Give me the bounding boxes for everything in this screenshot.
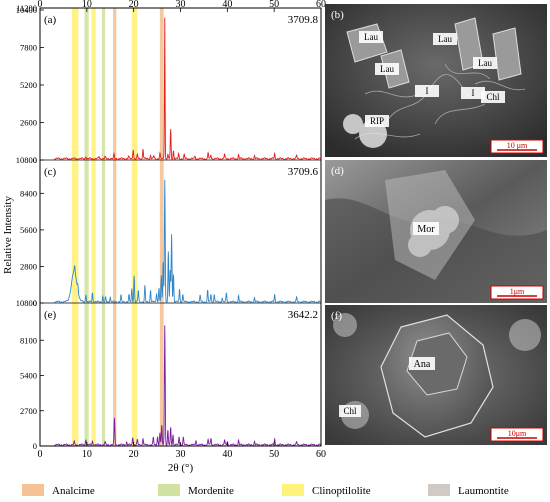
scale-bar-label: 10 μm	[507, 141, 528, 150]
mineral-band	[84, 8, 89, 446]
y-tick-label: 2700	[20, 406, 37, 416]
mineral-band	[159, 8, 164, 446]
x-tick-label-bottom: 30	[176, 449, 186, 460]
sem-label-box	[433, 33, 457, 45]
x-tick-label-top: 60	[316, 0, 326, 10]
sem-label-chl: Chl	[343, 406, 357, 416]
mineral-band	[113, 8, 117, 446]
x-tick-label-top: 10	[82, 0, 92, 10]
scale-bar-label: 10μm	[508, 429, 527, 438]
xrd-trace	[53, 17, 322, 161]
sem-label: Lau	[380, 64, 394, 74]
mineral-band	[71, 8, 79, 446]
mineral-band	[131, 8, 138, 446]
x-tick-label-top: 30	[176, 0, 186, 10]
x-tick-label-bottom: 20	[129, 449, 139, 460]
sem-panel-b: Lau Lau Lau Lau I I Chl RIP (b) 10 μm	[325, 4, 547, 157]
y-tick-label: 8400	[20, 188, 37, 198]
sem-label-box	[415, 85, 439, 97]
y-tick-label: 0	[33, 155, 37, 165]
sem-label-ana: Ana	[414, 359, 431, 370]
legend-label: Clinoptilolite	[312, 485, 371, 497]
sem-label: Chl	[486, 92, 500, 102]
y-tick-label: 5200	[20, 80, 37, 90]
scale-bar-label: 1μm	[510, 287, 525, 296]
sem-panel-d: Mor (d) 1μm	[325, 160, 547, 303]
sample-depth: 3709.8	[288, 14, 319, 26]
y-tick-label: 11200	[16, 3, 37, 13]
y-tick-label: 5600	[20, 225, 37, 235]
y-tick-label: 5400	[20, 371, 37, 381]
sem-panel-tag: (b)	[331, 9, 344, 21]
legend-label: Laumontite	[458, 485, 509, 497]
x-tick-label-top: 50	[269, 0, 279, 10]
mineral-band	[91, 8, 96, 446]
legend-label: Analcime	[52, 485, 95, 497]
sem-label: I	[426, 86, 429, 96]
sem-panel-tag: (f)	[331, 310, 342, 322]
x-tick-label-bottom: 10	[82, 449, 92, 460]
sample-depth: 3642.2	[288, 309, 318, 321]
mineral-band	[101, 8, 106, 446]
y-tick-label: 7800	[20, 43, 37, 53]
panel-tag: (e)	[44, 309, 57, 321]
sem-label-box	[461, 87, 485, 99]
x-tick-label-bottom: 40	[222, 449, 232, 460]
y-tick-label: 10800	[16, 298, 37, 308]
sem-label: Lau	[364, 32, 378, 42]
y-axis-label: Relative Intensity	[2, 196, 14, 274]
x-tick-label-top: 0	[38, 0, 43, 10]
sem-label-box	[473, 57, 497, 69]
y-tick-label: 10400	[16, 5, 37, 15]
xrd-trace	[53, 179, 322, 304]
sem-label-box	[365, 115, 389, 127]
sem-label: Lau	[438, 34, 452, 44]
xrd-trace	[53, 325, 322, 447]
panel-tag: (c)	[44, 166, 57, 178]
sample-depth: 3709.6	[288, 166, 319, 178]
x-tick-label-bottom: 0	[38, 449, 43, 460]
y-tick-label: 2600	[20, 118, 37, 128]
panel-tag: (a)	[44, 14, 57, 26]
y-tick-label: 0	[33, 441, 37, 451]
sem-label: I	[472, 88, 475, 98]
y-tick-label: 2800	[20, 261, 37, 271]
mineral-bands	[71, 8, 164, 446]
sem-label-box	[375, 63, 399, 75]
x-axis-label: 2θ (°)	[168, 462, 194, 474]
sem-panel-tag: (d)	[331, 165, 344, 177]
y-tick-label: 10800	[16, 155, 37, 165]
plot-frames	[39, 7, 322, 447]
axis-ticks	[39, 8, 322, 447]
xrd-traces	[53, 17, 322, 447]
sem-label: RIP	[370, 116, 384, 126]
legend-swatch	[158, 484, 180, 496]
x-tick-label-top: 40	[222, 0, 232, 10]
x-tick-label-bottom: 60	[316, 449, 326, 460]
y-tick-label: 8100	[20, 335, 37, 345]
sem-label-mor: Mor	[417, 224, 435, 235]
legend: Analcime Mordenite Clinoptilolite Laumontit…	[22, 484, 509, 497]
y-tick-label: 0	[33, 298, 37, 308]
sem-label: Lau	[478, 58, 492, 68]
legend-swatch	[282, 484, 304, 496]
legend-swatch	[22, 484, 44, 496]
legend-swatch	[428, 484, 450, 496]
x-tick-label-bottom: 50	[269, 449, 279, 460]
sem-label-box	[359, 31, 383, 43]
sem-label-box	[481, 91, 505, 103]
x-tick-label-top: 20	[129, 0, 139, 10]
legend-label: Mordenite	[188, 485, 234, 497]
sem-panel-f: Ana Chl (f) 10μm	[325, 305, 547, 445]
plot-frame	[39, 7, 322, 447]
